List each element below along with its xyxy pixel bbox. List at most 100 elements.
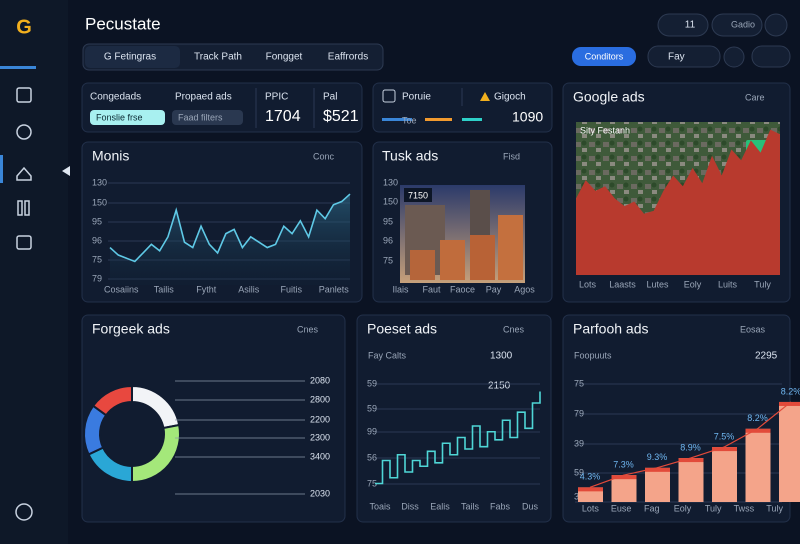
total: 1300 — [490, 351, 513, 362]
x-tick-label: Lots — [579, 279, 597, 289]
bar-cap — [745, 428, 771, 433]
x-tick-label: Asilis — [238, 284, 260, 294]
bar-label: Toe — [402, 115, 417, 125]
subtitle: Foopuuts — [574, 350, 612, 360]
y-tick-label: 75 — [383, 255, 393, 265]
bar — [745, 428, 771, 502]
bar-cap — [578, 487, 603, 492]
logo: G — [16, 16, 32, 38]
chip-text: Fonslie frse — [96, 112, 143, 122]
x-tick-label: Euse — [611, 503, 632, 513]
x-tick-label: Twss — [734, 503, 755, 513]
x-tick-label: Lutes — [646, 279, 669, 289]
y-tick-label: 150 — [383, 196, 398, 206]
x-tick-label: Tailis — [154, 284, 175, 294]
label: 2200 — [310, 414, 330, 424]
bar-annotation: 8.2% — [747, 413, 768, 423]
card-title: Poeset ads — [367, 321, 437, 337]
bar-cap — [779, 401, 800, 406]
bar-annotation: 7.5% — [714, 431, 735, 441]
x-tick-label: Panlets — [319, 284, 350, 294]
bar — [382, 118, 412, 121]
x-tick-label: Dus — [522, 501, 539, 511]
card-menu[interactable]: Eosas — [740, 324, 766, 334]
select-text: Fay — [668, 52, 685, 63]
y-tick-label: 59 — [367, 378, 377, 388]
y-tick-label: 56 — [367, 452, 377, 462]
metric-value: 1704 — [265, 108, 301, 125]
card-menu[interactable]: Care — [745, 92, 765, 102]
y-tick-label: 150 — [92, 197, 107, 207]
x-tick-label: Fabs — [490, 501, 511, 511]
ads-logo — [480, 92, 490, 101]
sidebar-icons[interactable] — [15, 87, 33, 521]
x-tick-label: Diss — [401, 501, 419, 511]
user-button[interactable] — [711, 13, 763, 37]
card-title: Forgeek ads — [92, 321, 170, 337]
x-tick-label: Luits — [718, 279, 738, 289]
label: Poruie — [402, 92, 431, 103]
tab[interactable]: Fongget — [266, 52, 303, 63]
metric-label: PPIC — [265, 92, 288, 103]
y-tick-label: 75 — [92, 254, 102, 264]
x-tick-label: Tails — [461, 501, 480, 511]
card-menu[interactable]: Conc — [313, 151, 335, 161]
active-indicator — [0, 155, 3, 183]
tab[interactable]: G Fetingras — [104, 52, 156, 63]
subtitle: Fay Calts — [368, 350, 407, 360]
x-tick-label: Lots — [582, 503, 600, 513]
settings-button[interactable] — [764, 13, 788, 37]
bar — [645, 467, 670, 502]
select-text[interactable]: Gigoch — [494, 92, 526, 103]
card-menu[interactable]: Cnes — [297, 324, 319, 334]
tab[interactable]: Track Path — [194, 52, 242, 63]
annotation: 2150 — [488, 381, 511, 392]
metric-label: Pal — [323, 92, 337, 103]
card-title: Tusk ads — [382, 148, 438, 164]
y-tick-label: 130 — [383, 177, 398, 187]
y-tick-label: 96 — [92, 235, 102, 245]
card — [372, 82, 553, 133]
metric-value: $521 — [323, 108, 359, 125]
x-tick-label: Ealis — [430, 501, 450, 511]
label: 2080 — [310, 375, 330, 385]
y-tick-label: 75 — [574, 378, 584, 388]
primary-button[interactable] — [572, 47, 636, 66]
y-tick-label: 39 — [574, 438, 584, 448]
card — [81, 314, 346, 523]
bar-annotation: 4.3% — [580, 472, 601, 482]
label: 2030 — [310, 488, 330, 498]
user-text: Gadio — [731, 19, 755, 29]
x-tick-label: Tuly — [754, 279, 771, 289]
count-button[interactable] — [657, 13, 709, 37]
card — [356, 314, 552, 523]
bar — [678, 458, 704, 502]
tab-active[interactable] — [85, 46, 180, 68]
x-tick-label: Agos — [514, 284, 535, 294]
select[interactable] — [647, 45, 721, 68]
y-tick-label: 96 — [383, 235, 393, 245]
chip[interactable] — [90, 110, 165, 125]
card-menu[interactable]: Cnes — [503, 324, 525, 334]
line — [375, 391, 541, 485]
chip[interactable] — [172, 110, 243, 125]
collapse-arrow[interactable] — [62, 166, 70, 176]
area — [576, 129, 780, 275]
image-label: 7150 — [408, 190, 428, 200]
bar — [712, 447, 737, 502]
label: 3400 — [310, 451, 330, 461]
x-tick-label: Eoly — [674, 503, 692, 513]
count-text: 11 — [685, 20, 696, 31]
icon-button[interactable] — [751, 45, 791, 68]
bar-cap — [712, 447, 737, 452]
tab[interactable]: Eaffrords — [328, 52, 368, 63]
trend-line — [589, 401, 792, 488]
card-menu[interactable]: Fisd — [503, 151, 520, 161]
area — [110, 194, 350, 285]
chip-text: Faad filters — [178, 112, 223, 122]
bar-cap — [645, 467, 670, 472]
x-tick-label: Faut — [422, 284, 441, 294]
icon-button[interactable] — [723, 46, 745, 68]
card-title: Monis — [92, 148, 129, 164]
bar — [611, 475, 637, 502]
